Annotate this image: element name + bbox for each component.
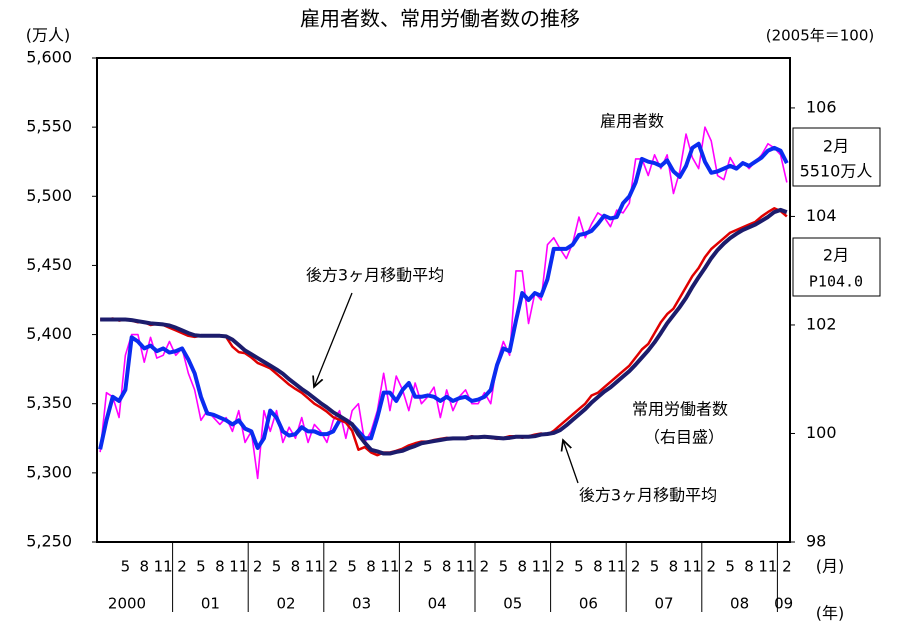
x-tick-label: 2 <box>177 558 187 576</box>
x-tick-label: 8 <box>215 558 225 576</box>
x-tick-label: 11 <box>607 558 626 576</box>
x-tick-label: 8 <box>442 558 452 576</box>
y-tick-label: 5,550 <box>26 117 72 136</box>
x-tick-label: 2 <box>631 558 641 576</box>
arrow <box>563 440 579 484</box>
y2-unit: (2005年＝100) <box>766 27 875 45</box>
callout-text: 2月 <box>823 137 849 156</box>
year-label: 06 <box>579 595 598 613</box>
y2-tick-label: 102 <box>806 314 837 333</box>
x-tick-label: 2 <box>480 558 490 576</box>
x-tick-label: 2 <box>253 558 263 576</box>
x-tick-label: 11 <box>380 558 399 576</box>
callout-text: 2月 <box>823 246 849 265</box>
y2-tick-label: 98 <box>806 532 826 551</box>
series-line <box>99 126 788 480</box>
x-tick-label: 11 <box>683 558 702 576</box>
x-tick-label: 2 <box>706 558 716 576</box>
y-tick-label: 5,250 <box>26 532 72 551</box>
callout-text: P104.0 <box>809 273 863 291</box>
x-tick-label: 11 <box>532 558 551 576</box>
x-tick-label: 8 <box>744 558 754 576</box>
chart-title: 雇用者数、常用労働者数の推移 <box>300 7 580 31</box>
x-tick-label: 8 <box>593 558 603 576</box>
x-tick-label: 8 <box>291 558 301 576</box>
plot-frame <box>96 57 791 543</box>
y-tick-label: 5,350 <box>26 393 72 412</box>
x-tick-label: 2 <box>782 558 792 576</box>
y2-tick-label: 104 <box>806 206 837 225</box>
x-tick-label: 5 <box>423 558 433 576</box>
year-label: 07 <box>654 595 673 613</box>
x-tick-label: 5 <box>272 558 282 576</box>
x-tick-label: 5 <box>196 558 206 576</box>
y2-tick-label: 106 <box>806 97 837 116</box>
y-tick-label: 5,450 <box>26 255 72 274</box>
x-tick-label: 5 <box>347 558 357 576</box>
y-tick-label: 5,600 <box>26 48 72 67</box>
arrow <box>314 292 353 387</box>
series-line <box>100 207 788 456</box>
y-unit: (万人) <box>26 26 71 45</box>
x-tick-label: 11 <box>154 558 173 576</box>
year-label: 09 <box>774 595 793 613</box>
year-label: 04 <box>428 595 447 613</box>
x-tick-label: 11 <box>758 558 777 576</box>
x-tick-label: 5 <box>725 558 735 576</box>
x-tick-label: 8 <box>669 558 679 576</box>
annotation: 後方3ヶ月移動平均 <box>306 266 444 285</box>
x-tick-label: 11 <box>305 558 324 576</box>
year-label: 05 <box>503 595 522 613</box>
x-tick-label: 8 <box>366 558 376 576</box>
y-tick-label: 5,500 <box>26 186 72 205</box>
callout-box <box>792 127 881 187</box>
year-label: 2000 <box>108 595 146 613</box>
x-tick-label: 8 <box>139 558 149 576</box>
x-tick-label: 5 <box>650 558 660 576</box>
year-label: 01 <box>201 595 220 613</box>
x-tick-label: 11 <box>456 558 475 576</box>
x-tick-label: 2 <box>404 558 414 576</box>
annotation: 後方3ヶ月移動平均 <box>579 486 717 505</box>
year-label: 03 <box>352 595 371 613</box>
y2-tick-label: 100 <box>806 423 837 442</box>
x-tick-label: 5 <box>121 558 131 576</box>
y-tick-label: 5,300 <box>26 462 72 481</box>
x-tick-label: 11 <box>229 558 248 576</box>
year-label: 02 <box>276 595 295 613</box>
annotation: 常用労働者数 <box>632 400 728 419</box>
annotation: （右目盛） <box>644 428 724 447</box>
callout-text: 5510万人 <box>800 162 873 181</box>
year-label: 08 <box>730 595 749 613</box>
series-line <box>98 141 789 450</box>
callout-box <box>792 237 881 297</box>
x-tick-label: 5 <box>574 558 584 576</box>
y-tick-label: 5,400 <box>26 324 72 343</box>
x-unit: (年) <box>816 604 845 623</box>
x-tick-label: 8 <box>517 558 527 576</box>
x-unit: (月) <box>816 557 845 576</box>
x-tick-label: 2 <box>328 558 338 576</box>
x-tick-label: 5 <box>499 558 509 576</box>
x-tick-label: 2 <box>555 558 565 576</box>
annotation: 雇用者数 <box>600 112 664 131</box>
